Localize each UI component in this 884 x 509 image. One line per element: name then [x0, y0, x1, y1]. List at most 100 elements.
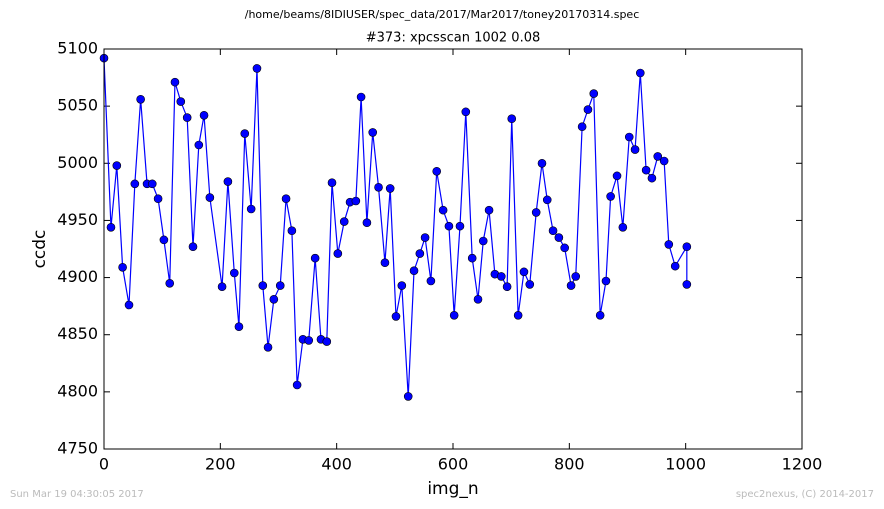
data-point — [542, 195, 552, 205]
data-point — [635, 68, 645, 78]
data-point — [106, 222, 116, 232]
data-point — [664, 240, 674, 249]
data-point — [176, 97, 186, 106]
y-tick-label: 4850 — [57, 324, 98, 343]
x-tick-label: 1200 — [782, 455, 823, 474]
data-point — [467, 253, 477, 263]
data-point — [246, 204, 256, 214]
data-point — [263, 342, 273, 352]
data-point — [310, 253, 320, 263]
data-point — [682, 242, 692, 252]
data-point — [269, 294, 279, 304]
data-point — [327, 178, 337, 188]
data-point — [165, 278, 175, 288]
data-point — [403, 392, 413, 401]
data-point — [502, 282, 512, 292]
chart-subtitle: #373: xpcsscan 1002 0.08 — [366, 31, 541, 46]
data-point — [589, 89, 599, 98]
data-point — [577, 122, 587, 132]
data-point — [147, 179, 157, 189]
data-point — [252, 64, 262, 73]
x-tick-label: 1000 — [665, 455, 706, 474]
data-point — [525, 280, 535, 289]
data-point — [618, 222, 628, 232]
data-point — [356, 92, 366, 102]
data-point — [630, 145, 640, 154]
data-point — [653, 152, 663, 161]
data-point — [566, 281, 576, 290]
data-point — [362, 218, 372, 228]
data-point — [188, 242, 198, 252]
y-tick-label: 4800 — [57, 381, 98, 400]
y-tick-label: 4900 — [57, 267, 98, 286]
data-point — [444, 221, 454, 231]
data-point — [397, 281, 407, 290]
y-tick-label: 5000 — [57, 153, 98, 172]
data-point — [484, 205, 494, 215]
data-point — [322, 337, 332, 346]
x-tick-label: 0 — [99, 455, 109, 474]
data-point — [670, 261, 680, 271]
data-point — [519, 267, 529, 277]
chart-title: /home/beams/8IDIUSER/spec_data/2017/Mar2… — [245, 8, 640, 21]
data-point — [507, 114, 517, 124]
data-point — [240, 129, 250, 138]
data-point — [333, 249, 343, 258]
data-point — [438, 205, 448, 215]
data-point — [682, 280, 692, 289]
x-tick-label: 400 — [321, 455, 352, 474]
plot-frame — [103, 48, 803, 450]
data-point — [304, 336, 314, 345]
data-point — [153, 194, 163, 204]
data-point — [385, 184, 395, 193]
data-point — [182, 113, 192, 122]
data-point — [409, 266, 419, 276]
data-point — [624, 132, 634, 142]
data-point — [415, 249, 425, 258]
data-point — [205, 193, 215, 202]
x-tick-label: 800 — [554, 455, 585, 474]
data-point — [473, 294, 483, 304]
data-point — [159, 235, 169, 245]
y-tick-label: 4950 — [57, 210, 98, 229]
data-point — [496, 272, 506, 281]
data-point — [292, 380, 302, 390]
data-point — [339, 217, 349, 226]
data-point — [217, 282, 227, 292]
data-point — [124, 300, 134, 310]
data-point — [287, 226, 297, 236]
data-point — [531, 208, 541, 217]
data-point — [601, 276, 611, 286]
data-point — [641, 165, 651, 175]
data-point — [275, 281, 285, 290]
data-point — [513, 310, 523, 320]
data-point — [537, 158, 547, 168]
x-tick-label: 200 — [205, 455, 236, 474]
data-point — [351, 196, 361, 206]
data-point — [554, 233, 564, 242]
y-tick-label: 5050 — [57, 96, 98, 115]
data-point — [659, 156, 669, 166]
y-axis-label: ccdc — [30, 230, 50, 269]
footer-timestamp: Sun Mar 19 04:30:05 2017 — [10, 489, 144, 500]
data-point — [571, 272, 581, 281]
data-point — [194, 140, 204, 150]
data-point — [112, 161, 122, 170]
data-point — [560, 243, 569, 253]
data-point — [380, 258, 390, 268]
data-point — [118, 262, 127, 272]
y-tick-label: 4750 — [57, 439, 98, 458]
data-point — [449, 310, 459, 320]
data-point — [612, 171, 622, 181]
footer-credit: spec2nexus, (C) 2014-2017 — [736, 489, 874, 500]
x-tick-label: 600 — [438, 455, 469, 474]
data-point — [647, 173, 657, 183]
data-point — [583, 105, 593, 114]
data-point — [461, 107, 471, 117]
data-point — [455, 221, 465, 231]
data-point — [368, 128, 378, 137]
data-point — [478, 236, 488, 246]
data-point — [432, 166, 442, 176]
data-point — [420, 233, 430, 242]
data-point — [199, 110, 209, 120]
